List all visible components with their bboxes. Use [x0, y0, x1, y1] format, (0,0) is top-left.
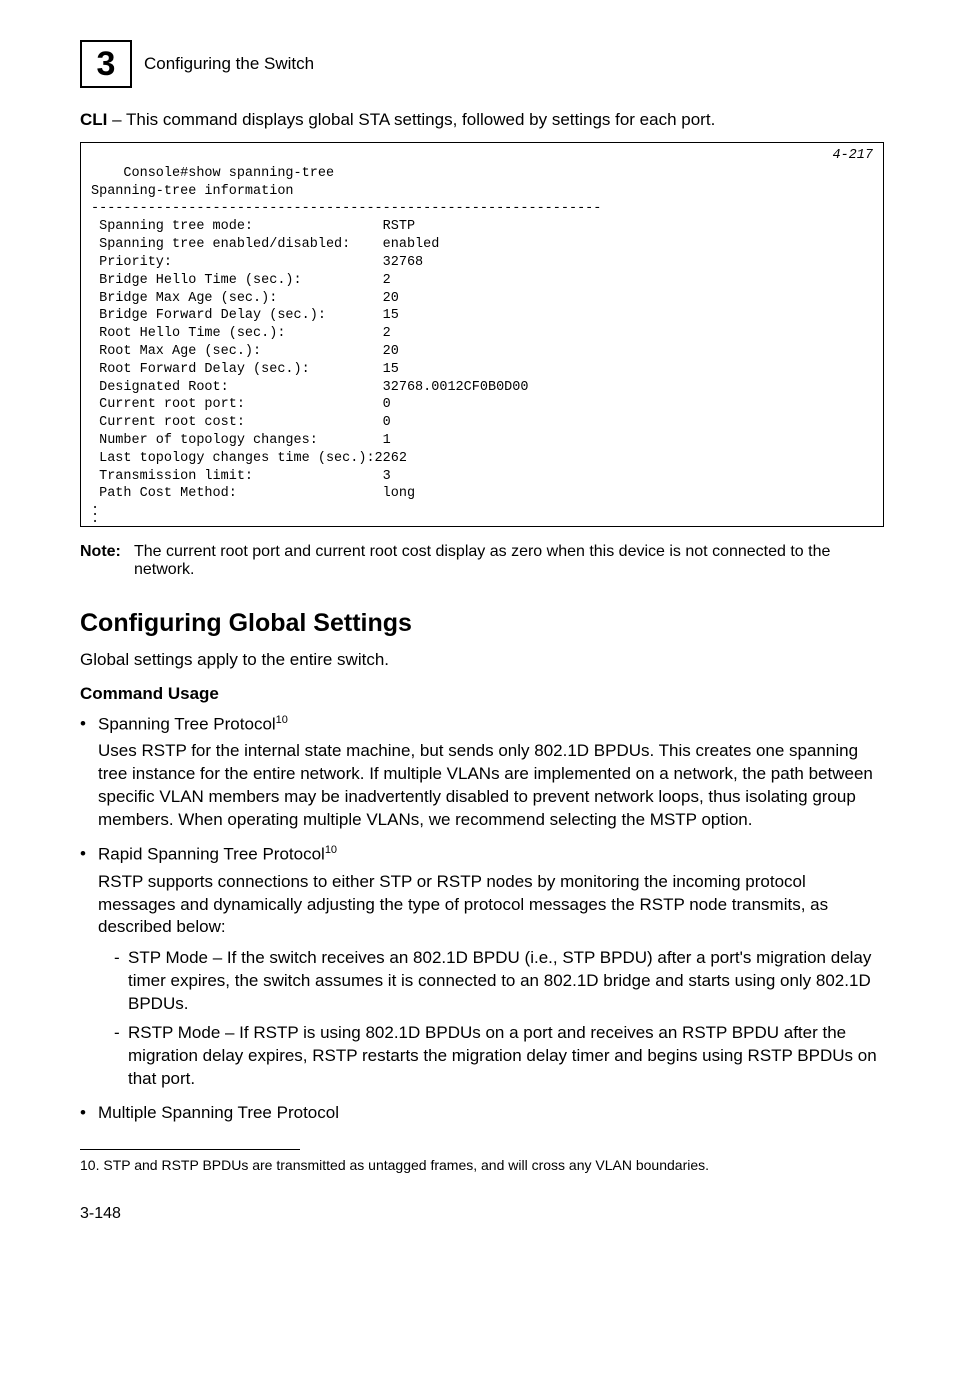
console-line: Current root cost: 0 [91, 415, 391, 430]
footnote-num: 10. [80, 1157, 99, 1173]
console-line: ----------------------------------------… [91, 201, 601, 216]
bullet-title: Spanning Tree Protocol [98, 714, 276, 733]
console-output: 4-217 Console#show spanning-tree Spanning… [80, 142, 884, 527]
chapter-number: 3 [97, 45, 116, 84]
bullet-title: Rapid Spanning Tree Protocol [98, 845, 325, 864]
section-heading: Configuring Global Settings [80, 609, 884, 638]
console-line: Path Cost Method: long [91, 486, 415, 501]
console-line: Root Forward Delay (sec.): 15 [91, 362, 399, 377]
sub-list-item: STP Mode – If the switch receives an 802… [114, 947, 884, 1016]
bullet-body: RSTP supports connections to either STP … [98, 871, 884, 940]
command-usage-heading: Command Usage [80, 684, 884, 704]
footnote-ref: 10 [276, 714, 288, 726]
console-line: Spanning tree mode: RSTP [91, 219, 415, 234]
console-line: Bridge Forward Delay (sec.): 15 [91, 308, 399, 323]
console-line: Bridge Hello Time (sec.): 2 [91, 273, 391, 288]
sub-list: STP Mode – If the switch receives an 802… [98, 947, 884, 1091]
bullet-title: Multiple Spanning Tree Protocol [98, 1103, 339, 1122]
bullet-list: Spanning Tree Protocol10 Uses RSTP for t… [80, 714, 884, 1124]
console-line: Number of topology changes: 1 [91, 433, 391, 448]
console-line: Spanning-tree information [91, 184, 294, 199]
section-intro: Global settings apply to the entire swit… [80, 650, 884, 670]
console-line: Root Hello Time (sec.): 2 [91, 326, 391, 341]
console-line: Current root port: 0 [91, 397, 391, 412]
footnote-text: STP and RSTP BPDUs are transmitted as un… [99, 1157, 709, 1173]
console-ref: 4-217 [832, 147, 873, 165]
page-header: 3 Configuring the Switch [80, 40, 884, 88]
console-line: Designated Root: 32768.0012CF0B0D00 [91, 380, 528, 395]
bullet-body: Uses RSTP for the internal state machine… [98, 740, 884, 832]
chapter-icon: 3 [80, 40, 132, 88]
note-label: Note: [80, 543, 130, 579]
list-item: Rapid Spanning Tree Protocol10 RSTP supp… [80, 844, 884, 1091]
footnote-ref: 10 [325, 844, 337, 856]
list-item: Multiple Spanning Tree Protocol [80, 1103, 884, 1123]
console-line: Console#show spanning-tree [123, 166, 334, 181]
note-body: The current root port and current root c… [130, 543, 884, 579]
note-block: Note: The current root port and current … [80, 543, 884, 579]
footnote: 10. STP and RSTP BPDUs are transmitted a… [80, 1156, 884, 1175]
page-number: 3-148 [80, 1205, 884, 1223]
header-title: Configuring the Switch [144, 54, 314, 74]
sub-list-item: RSTP Mode – If RSTP is using 802.1D BPDU… [114, 1022, 884, 1091]
cli-intro: CLI – This command displays global STA s… [80, 110, 884, 130]
cli-text: – This command displays global STA setti… [107, 110, 715, 129]
cli-label: CLI [80, 110, 107, 129]
console-line: Spanning tree enabled/disabled: enabled [91, 237, 439, 252]
console-line: Priority: 32768 [91, 255, 423, 270]
console-line: Root Max Age (sec.): 20 [91, 344, 399, 359]
ellipsis-icon: . . . [91, 503, 873, 523]
console-line: Last topology changes time (sec.):2262 [91, 451, 407, 466]
footnote-divider [80, 1149, 300, 1150]
console-line: Bridge Max Age (sec.): 20 [91, 291, 399, 306]
console-line: Transmission limit: 3 [91, 469, 391, 484]
list-item: Spanning Tree Protocol10 Uses RSTP for t… [80, 714, 884, 832]
